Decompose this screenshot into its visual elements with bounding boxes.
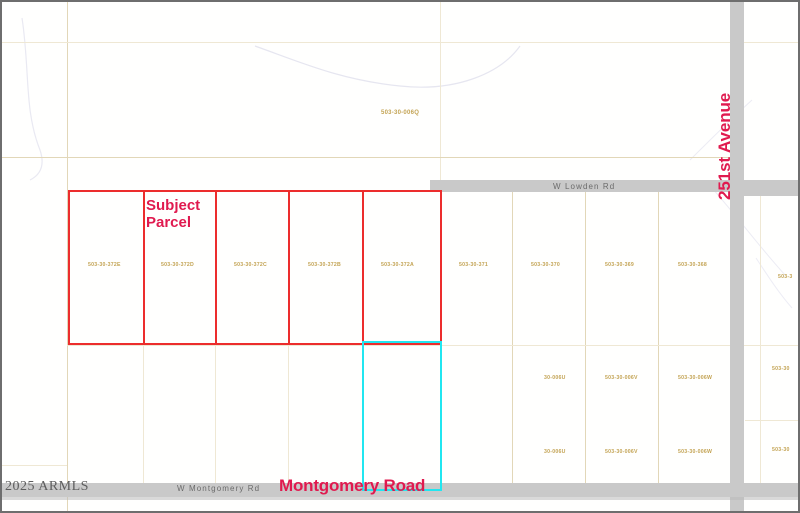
apn-label-006W-low: 503-30-006W (678, 449, 713, 455)
parcel-line (2, 465, 67, 466)
map-frame-left (0, 0, 2, 513)
apn-label-372A: 503-30-372A (381, 262, 415, 268)
apn-label-368: 503-30-368 (678, 262, 708, 268)
apn-label-369: 503-30-369 (605, 262, 635, 268)
road-label-montgomery: W Montgomery Rd (177, 484, 261, 493)
road-lowden (430, 180, 800, 192)
parcel-line (585, 190, 586, 485)
apn-label-370: 503-30-370 (531, 262, 561, 268)
parcel-line (288, 345, 289, 485)
watermark-armls: 2025 ARMLS (5, 479, 89, 494)
parcel-line (760, 190, 761, 485)
apn-label-east-clip-2: 503-30 (772, 366, 790, 372)
map-frame-bottom (0, 511, 800, 513)
road-label-lowden: W Lowden Rd (553, 182, 616, 191)
apn-label-006W-mid: 503-30-006W (678, 375, 713, 381)
road-montgomery-shadow (2, 497, 800, 500)
parcel-line (67, 2, 68, 513)
road-251st-avenue (730, 2, 744, 513)
parcel-line (2, 42, 800, 43)
road-stub-east (744, 186, 800, 196)
highlighted-parcel-divider (362, 190, 364, 345)
apn-label-006U-low: 30-006U (544, 449, 566, 455)
apn-label-006U-mid: 30-006U (544, 375, 566, 381)
map-frame-top (0, 0, 800, 2)
apn-label-east-clip-3: 503-30 (772, 447, 790, 453)
parcel-line (67, 345, 442, 346)
apn-label-east-clip-1: 503-3 (778, 274, 793, 280)
subject-parcel-annotation: Subject Parcel (146, 197, 201, 231)
highlighted-parcel-divider (143, 190, 145, 345)
apn-label-006V-low: 503-30-006V (605, 449, 638, 455)
avenue-annotation: 251st Avenue (715, 92, 734, 200)
apn-label-north-parcel: 503-30-006Q (381, 110, 420, 116)
apn-label-372D: 503-30-372D (161, 262, 195, 268)
highlighted-parcel-divider (288, 190, 290, 345)
parcel-line (2, 157, 738, 158)
apn-label-372B: 503-30-372B (308, 262, 342, 268)
apn-label-372C: 503-30-372C (234, 262, 268, 268)
apn-label-372E: 503-30-372E (88, 262, 121, 268)
apn-label-006V-mid: 503-30-006V (605, 375, 638, 381)
parcel-line (143, 345, 144, 485)
parcel-line (215, 345, 216, 485)
parcel-line (440, 345, 798, 346)
apn-label-371: 503-30-371 (459, 262, 489, 268)
montgomery-road-annotation: Montgomery Road (279, 476, 426, 495)
highlighted-parcel-divider (215, 190, 217, 345)
parcel-line (512, 190, 513, 485)
cyan-highlighted-parcel[interactable] (362, 341, 442, 491)
highlighted-parcel-block[interactable] (68, 190, 442, 345)
parcel-line (745, 420, 800, 421)
parcel-line (440, 2, 441, 182)
map-frame-right (798, 0, 800, 513)
parcel-line (658, 190, 659, 485)
